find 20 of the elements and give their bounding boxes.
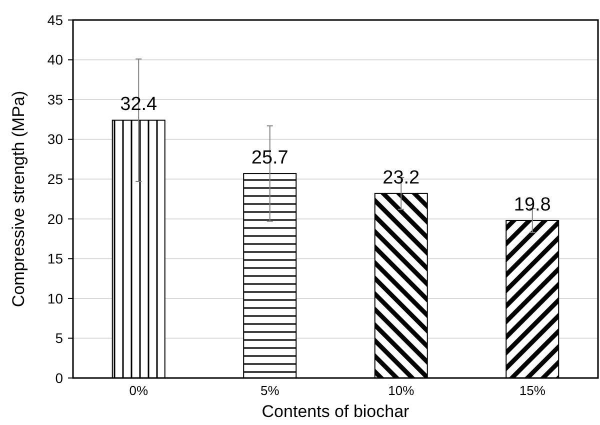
x-axis-title: Contents of biochar <box>262 402 410 421</box>
y-tick-label: 40 <box>47 52 64 68</box>
y-tick-label: 10 <box>47 290 64 306</box>
data-label: 25.7 <box>251 148 288 169</box>
y-tick-label: 5 <box>55 330 64 346</box>
x-tick-label: 15% <box>519 383 546 398</box>
y-tick-label: 30 <box>47 131 64 148</box>
data-label: 32.4 <box>120 94 158 116</box>
y-tick-label: 20 <box>47 210 64 227</box>
y-tick-label: 15 <box>47 250 64 267</box>
y-axis-title: Compressive strength (MPa) <box>9 90 28 308</box>
y-tick-label: 25 <box>47 171 64 188</box>
x-tick-label: 5% <box>260 383 280 398</box>
y-tick-label: 0 <box>55 370 64 386</box>
data-label: 23.2 <box>382 167 420 188</box>
data-label: 19.8 <box>514 194 551 216</box>
x-tick-label: 0% <box>129 383 148 398</box>
y-tick-label: 35 <box>47 91 64 108</box>
y-tick-label: 45 <box>47 12 64 28</box>
x-tick-label: 10% <box>388 383 415 398</box>
